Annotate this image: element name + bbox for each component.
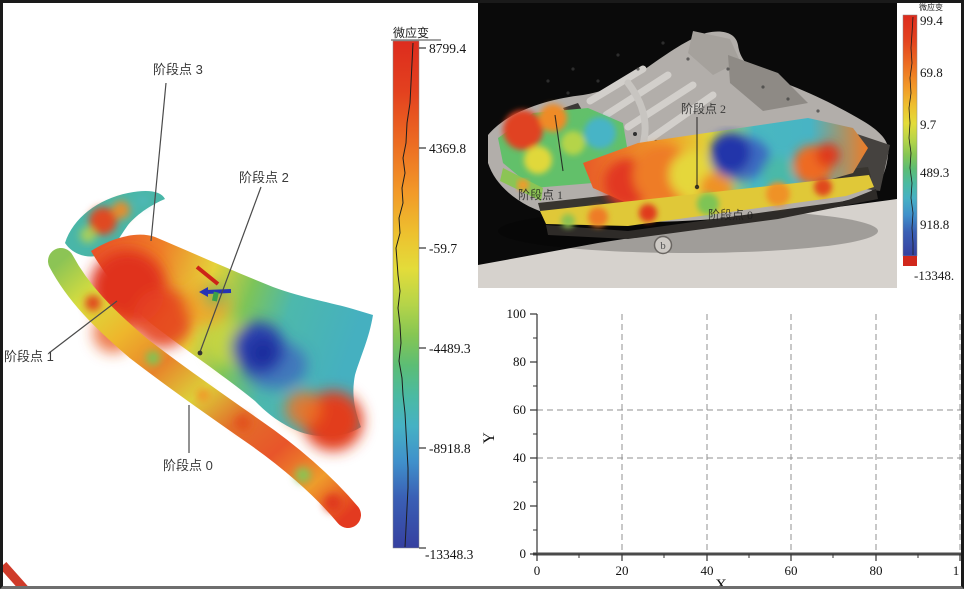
outsole-trim <box>546 189 878 239</box>
x-tick-80: 80 <box>870 563 883 578</box>
x-tick-60: 60 <box>785 563 798 578</box>
leader-lines <box>48 82 262 453</box>
right-colorbar: 微应变 99.4 69.8 9.7 489.3 918.8 -13348. <box>902 3 954 283</box>
photo-stage-label-0: 阶段点 0 <box>708 207 753 222</box>
table-surface <box>478 199 897 288</box>
left-cb-tick-3: -4489.3 <box>429 341 471 356</box>
plot-gridlines <box>537 314 961 554</box>
right-cb-tick-5: -13348. <box>914 268 954 283</box>
y-tick-60: 60 <box>513 402 526 417</box>
x-tick-0: 0 <box>534 563 541 578</box>
y-axis-title: Y <box>481 432 498 444</box>
shoe-tongue <box>688 31 740 75</box>
shoe-logo: b <box>653 235 673 255</box>
photo-strain-overlays <box>498 104 874 228</box>
stage-label-1: 阶段点 1 <box>4 349 54 364</box>
left-cb-tick-4: -8918.8 <box>429 441 471 456</box>
camera-view: b 阶段点 2 阶段点 1 阶段点 0 微应变 99.4 69.8 9.7 48… <box>478 3 954 288</box>
y-tick-labels: 100 80 60 40 20 0 <box>507 306 527 561</box>
piece-corner-strip <box>3 562 28 586</box>
right-cb-tick-1: 69.8 <box>920 65 943 80</box>
left-colorbar-title: 微应变 <box>393 25 429 40</box>
right-colorbar-underrange <box>903 256 917 266</box>
axis-major-ticks <box>530 313 961 561</box>
left-colorbar-ticks <box>419 47 426 549</box>
left-cb-tick-0: 8799.4 <box>429 41 466 56</box>
right-colorbar-tick-labels: 99.4 69.8 9.7 489.3 918.8 -13348. <box>914 13 954 283</box>
right-colorbar-histogram-curve <box>908 16 914 255</box>
right-colorbar-title: 微应变 <box>919 3 943 12</box>
left-colorbar-tick-labels: 8799.4 4369.8 -59.7 -4489.3 -8918.8 -133… <box>425 41 474 562</box>
y-tick-100: 100 <box>507 306 527 321</box>
left-colorbar: 微应变 8799.4 4369.8 -59.7 -4489.3 -8918.8 … <box>391 25 474 562</box>
photo-leader-lines <box>554 114 698 186</box>
left-strain-view: 阶段点 3 阶段点 2 阶段点 1 阶段点 0 微应变 8799.4 4369.… <box>3 25 474 586</box>
stage-point-2-dot <box>197 350 203 356</box>
x-tick-labels: 0 20 40 60 80 1 <box>534 563 960 578</box>
shoe-collar <box>728 55 808 111</box>
photo-stage-2-dot <box>694 184 700 190</box>
sole-strip-strain-blobs <box>85 295 342 512</box>
piece-collar <box>65 191 165 257</box>
left-cb-tick-1: 4369.8 <box>429 141 466 156</box>
speckle-dots <box>546 41 820 113</box>
stage-label-0: 阶段点 0 <box>163 458 213 473</box>
right-cb-tick-0: 99.4 <box>920 13 943 28</box>
stage-label-2: 阶段点 2 <box>239 170 289 185</box>
right-cb-tick-4: 918.8 <box>920 217 949 232</box>
x-tick-100-clipped: 1 <box>953 563 960 578</box>
right-cb-tick-2: 9.7 <box>920 117 937 132</box>
left-cb-tick-5: -13348.3 <box>425 547 474 562</box>
y-tick-40: 40 <box>513 450 526 465</box>
axis-minor-ticks <box>533 337 919 558</box>
left-colorbar-histogram-curve <box>395 42 414 548</box>
collar-strain-blobs <box>80 195 149 243</box>
y-tick-20: 20 <box>513 498 526 513</box>
photo-stage-label-2: 阶段点 2 <box>681 101 726 116</box>
shoe-logo-glyph: b <box>660 240 666 252</box>
x-tick-40: 40 <box>701 563 714 578</box>
left-cb-tick-2: -59.7 <box>429 241 457 256</box>
probe-marker <box>195 265 232 302</box>
piece-sole-strip <box>48 248 361 528</box>
right-cb-tick-3: 489.3 <box>920 165 949 180</box>
y-tick-0: 0 <box>520 546 527 561</box>
y-tick-80: 80 <box>513 354 526 369</box>
photo-stage-label-1: 阶段点 1 <box>518 187 563 202</box>
stage-label-3: 阶段点 3 <box>153 62 203 77</box>
x-axis-title: X <box>715 577 727 586</box>
x-tick-20: 20 <box>616 563 629 578</box>
xy-plot: 100 80 60 40 20 0 0 20 40 60 80 1 Y X <box>481 306 961 586</box>
